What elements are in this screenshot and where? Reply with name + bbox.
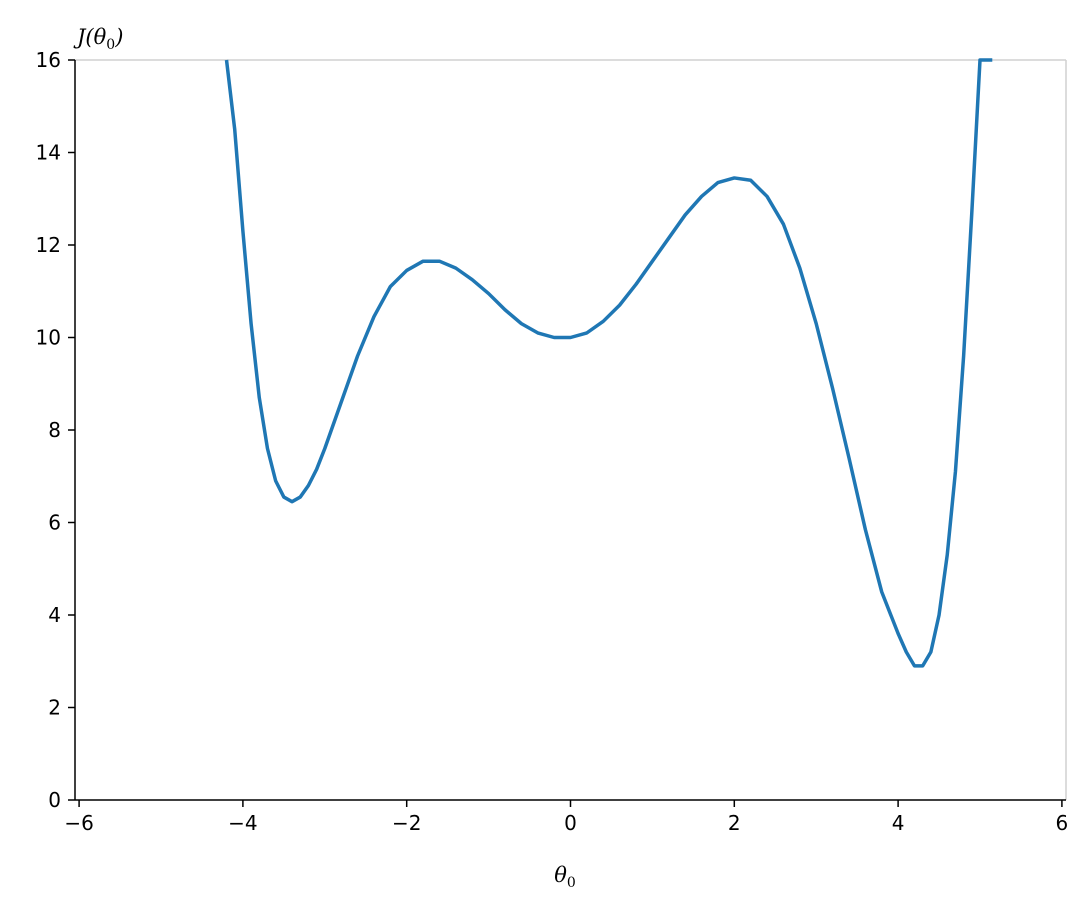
y-tick-label: 12	[36, 233, 61, 257]
y-tick-label: 2	[48, 696, 61, 720]
y-tick-label: 14	[36, 141, 61, 165]
x-tick-label: 6	[1056, 811, 1069, 835]
x-axis-title: θ0	[554, 863, 576, 891]
y-tick-label: 0	[48, 788, 61, 812]
x-tick-label: 0	[564, 811, 577, 835]
y-tick-label: 4	[48, 603, 61, 627]
y-tick-label: 10	[36, 326, 61, 350]
y-tick-label: 8	[48, 418, 61, 442]
x-tick-label: 2	[728, 811, 741, 835]
curve-line	[224, 58, 993, 668]
x-tick-label: −6	[64, 811, 93, 835]
y-tick-label: 16	[36, 48, 61, 72]
x-tick-label: −4	[228, 811, 257, 835]
x-tick-label: −2	[392, 811, 421, 835]
y-tick-label: 6	[48, 511, 61, 535]
tick-layer: −6 −4 −2 0 2 4 6 0 2 4 6 8 10 12 14 16	[36, 48, 1069, 835]
y-axis-title: J(θ0)	[73, 25, 123, 53]
x-tick-label: 4	[892, 811, 905, 835]
